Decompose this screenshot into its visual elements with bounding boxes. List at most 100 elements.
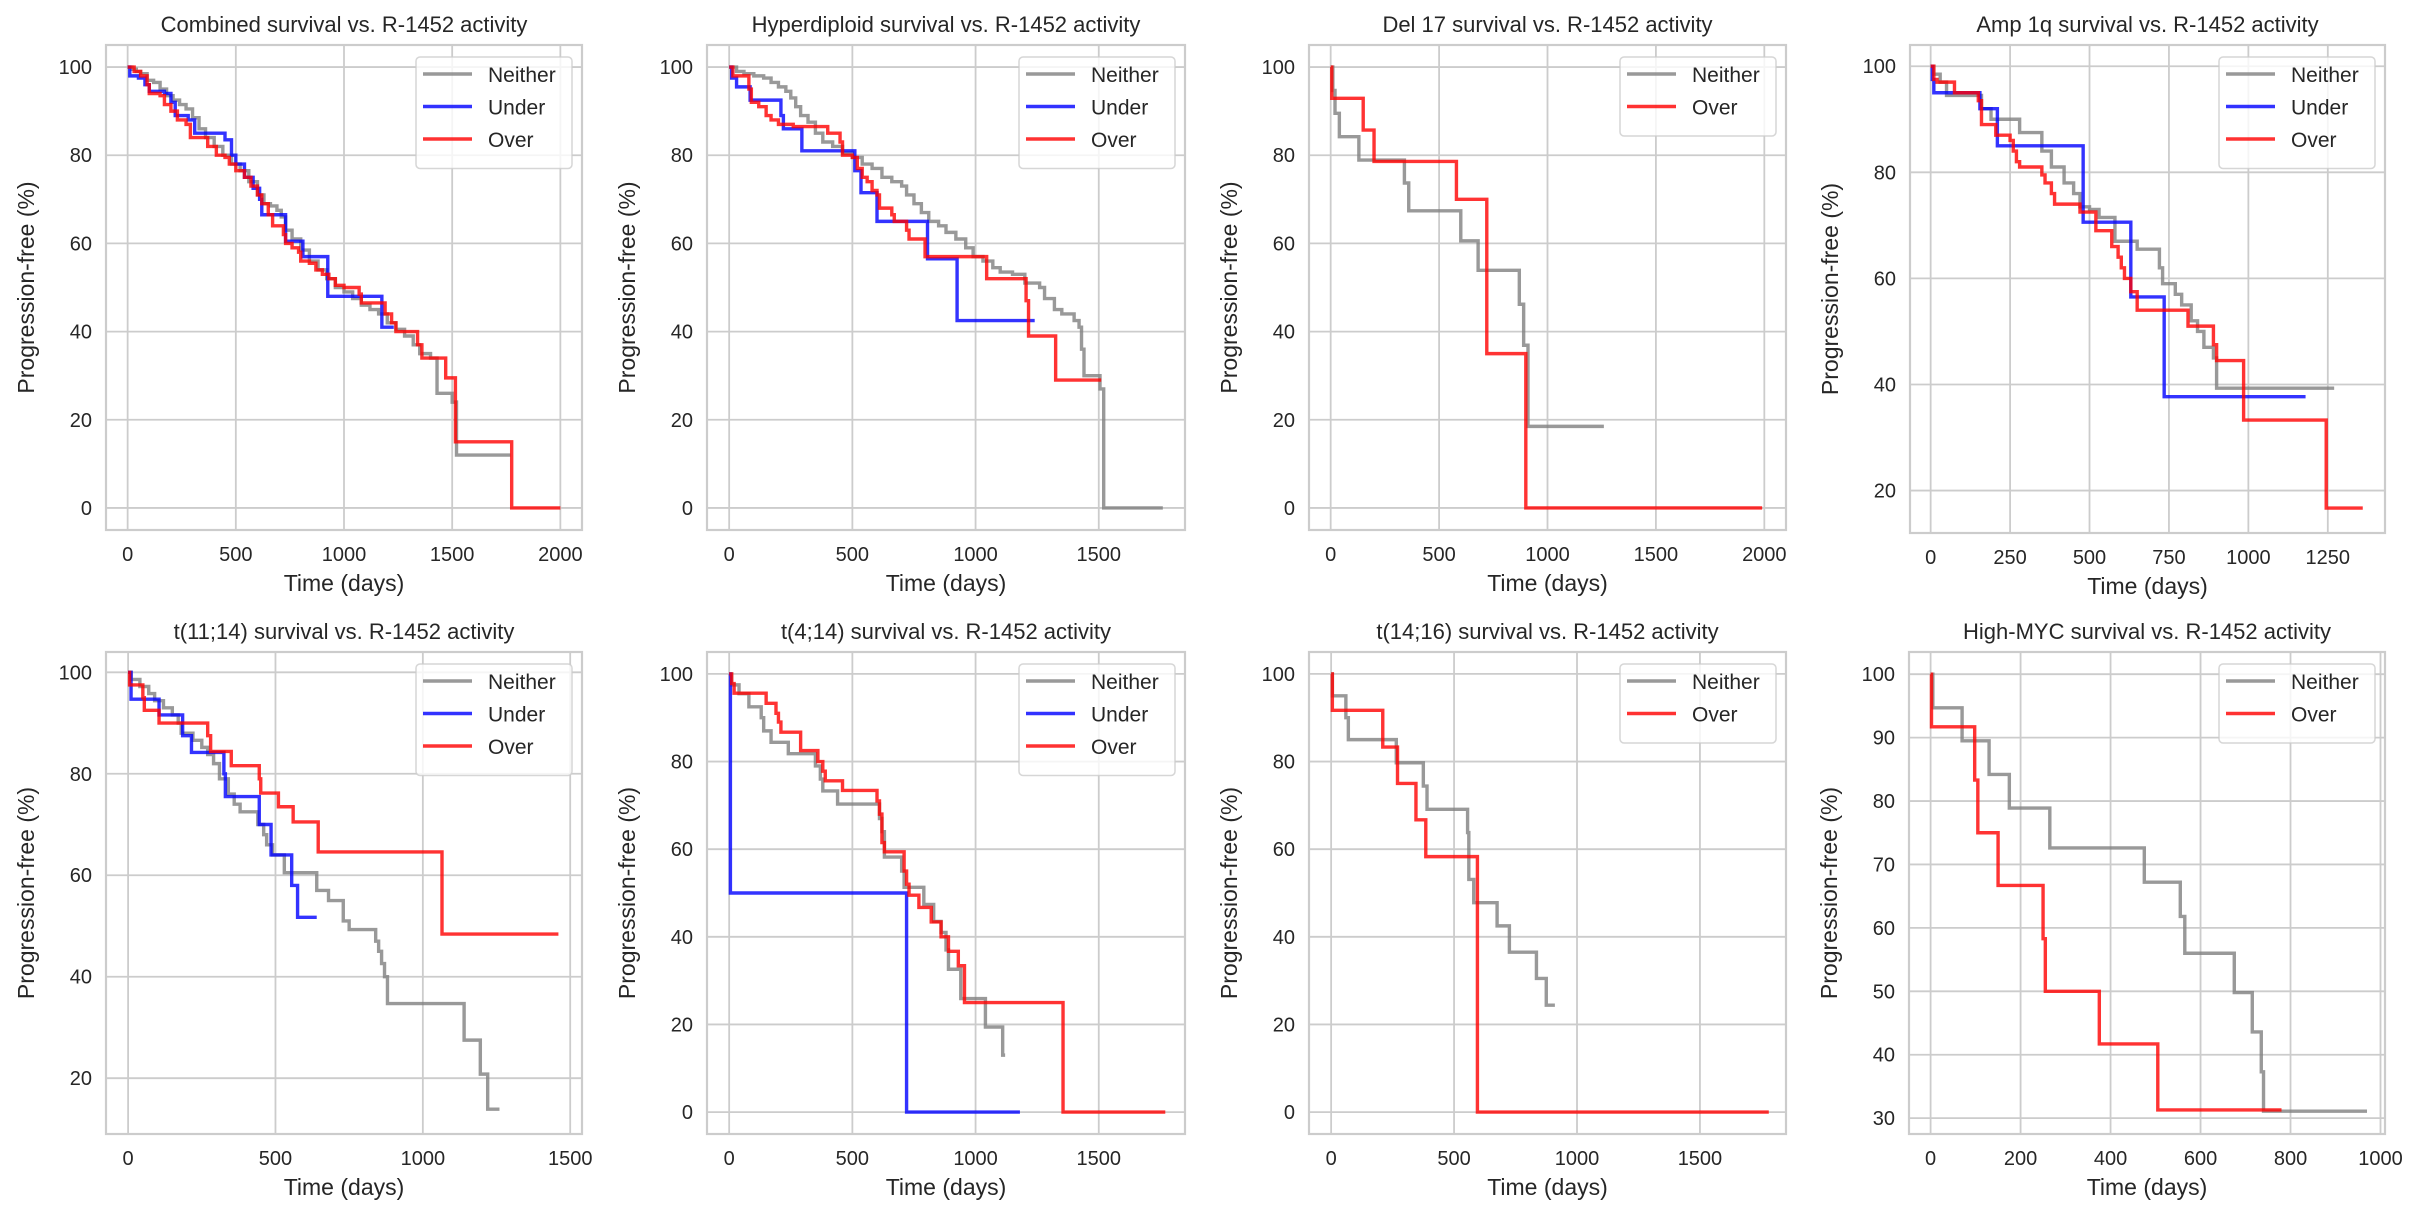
legend-label-over: Over bbox=[1091, 736, 1137, 759]
y-axis-label: Progression-free (%) bbox=[1816, 787, 1842, 999]
legend-label-neither: Neither bbox=[1091, 671, 1159, 694]
axes-frame bbox=[705, 43, 1187, 532]
x-tick-label: 0 bbox=[724, 1148, 735, 1170]
y-tick-label: 40 bbox=[70, 322, 92, 344]
legend-label-under: Under bbox=[488, 704, 545, 727]
x-tick-label: 1500 bbox=[430, 544, 475, 566]
x-tick-label: 1500 bbox=[1634, 544, 1679, 566]
y-tick-label: 50 bbox=[1873, 981, 1895, 1003]
y-tick-label: 0 bbox=[81, 498, 92, 520]
series-line-over bbox=[1930, 64, 2363, 510]
y-tick-label: 40 bbox=[671, 927, 693, 949]
y-tick-label: 0 bbox=[1284, 498, 1295, 520]
y-tick-label: 60 bbox=[70, 233, 92, 255]
x-tick-label: 1000 bbox=[953, 544, 998, 566]
x-tick-label: 750 bbox=[2152, 547, 2185, 569]
chart-title: t(4;14) survival vs. R-1452 activity bbox=[781, 619, 1111, 644]
y-tick-label: 20 bbox=[1874, 481, 1896, 503]
x-tick-label: 200 bbox=[2004, 1148, 2037, 1170]
y-tick-label: 80 bbox=[1874, 162, 1896, 184]
y-tick-label: 80 bbox=[70, 145, 92, 167]
x-tick-label: 0 bbox=[1925, 547, 1936, 569]
y-tick-label: 20 bbox=[671, 1014, 693, 1036]
x-axis-label: Time (days) bbox=[284, 1174, 405, 1200]
y-axis-label: Progression-free (%) bbox=[1216, 181, 1242, 393]
x-tick-label: 250 bbox=[1993, 547, 2026, 569]
legend-label-neither: Neither bbox=[488, 671, 556, 694]
x-tick-label: 500 bbox=[259, 1148, 292, 1170]
y-tick-label: 60 bbox=[1873, 918, 1895, 940]
y-tick-label: 100 bbox=[1262, 664, 1295, 686]
chart-title: Amp 1q survival vs. R-1452 activity bbox=[1976, 12, 2318, 37]
chart-panel-5: 0 500 1000 1500 20 40 60 80 100 t(11;14) survival… bbox=[13, 619, 592, 1200]
legend-box bbox=[2218, 663, 2376, 744]
x-tick-label: 500 bbox=[219, 544, 252, 566]
series-line-over bbox=[127, 670, 559, 936]
chart-panel-7: 0 500 1000 1500 0 20 40 60 80 100 t(14;16) surviva… bbox=[1216, 619, 1788, 1200]
chart-panel-1: 0 500 1000 1500 2000 0 20 40 60 80 100 Combined sur… bbox=[13, 12, 584, 596]
chart-panel-3: 0 500 1000 1500 2000 0 20 40 60 80 100 Del 17 survi… bbox=[1216, 12, 1788, 596]
x-tick-label: 1500 bbox=[548, 1148, 593, 1170]
chart-title: High-MYC survival vs. R-1452 activity bbox=[1963, 619, 2331, 644]
legend-label-under: Under bbox=[1091, 704, 1148, 727]
y-tick-label: 80 bbox=[1273, 752, 1295, 774]
x-tick-label: 0 bbox=[724, 544, 735, 566]
y-axis-label: Progression-free (%) bbox=[13, 787, 39, 999]
y-tick-label: 100 bbox=[1863, 56, 1896, 78]
legend: Neither Over bbox=[1619, 56, 1777, 137]
axes-frame bbox=[1307, 43, 1788, 532]
x-tick-label: 500 bbox=[836, 544, 869, 566]
x-axis-label: Time (days) bbox=[886, 570, 1007, 596]
legend: Neither Under Over bbox=[415, 56, 573, 170]
x-tick-label: 1000 bbox=[1525, 544, 1570, 566]
x-tick-label: 2000 bbox=[1742, 544, 1787, 566]
y-tick-label: 60 bbox=[1273, 233, 1295, 255]
x-tick-label: 2000 bbox=[538, 544, 583, 566]
y-tick-label: 60 bbox=[1273, 839, 1295, 861]
x-tick-label: 1000 bbox=[401, 1148, 446, 1170]
x-axis-label: Time (days) bbox=[2087, 1174, 2208, 1200]
axes-frame bbox=[1307, 650, 1788, 1136]
axes-frame bbox=[104, 650, 584, 1136]
y-tick-label: 0 bbox=[682, 498, 693, 520]
y-tick-label: 60 bbox=[671, 839, 693, 861]
axes-frame bbox=[1908, 43, 2387, 535]
legend: Neither Over bbox=[2218, 663, 2376, 744]
y-tick-label: 20 bbox=[1273, 410, 1295, 432]
legend-label-under: Under bbox=[1091, 97, 1148, 120]
y-tick-label: 80 bbox=[671, 145, 693, 167]
axes-frame bbox=[104, 43, 584, 532]
y-tick-label: 100 bbox=[59, 57, 92, 79]
chart-title: Del 17 survival vs. R-1452 activity bbox=[1382, 12, 1712, 37]
chart-panel-8: 0 200 400 600 800 1000 30 40 50 60 70 80 90 100 High-M… bbox=[1816, 619, 2403, 1200]
legend: Neither Under Over bbox=[1018, 663, 1176, 777]
y-tick-label: 40 bbox=[1273, 322, 1295, 344]
x-tick-label: 1250 bbox=[2306, 547, 2351, 569]
y-tick-label: 0 bbox=[1284, 1102, 1295, 1124]
x-axis-label: Time (days) bbox=[1487, 570, 1608, 596]
x-tick-label: 500 bbox=[836, 1148, 869, 1170]
legend-label-neither: Neither bbox=[1692, 64, 1760, 87]
legend: Neither Under Over bbox=[1018, 56, 1176, 170]
y-tick-label: 40 bbox=[1874, 374, 1896, 396]
series-line-under bbox=[1930, 64, 2306, 399]
legend-label-over: Over bbox=[488, 736, 534, 759]
x-tick-label: 1500 bbox=[1678, 1148, 1723, 1170]
legend-label-under: Under bbox=[488, 97, 545, 120]
y-axis-label: Progression-free (%) bbox=[1216, 787, 1242, 999]
x-tick-label: 1500 bbox=[1077, 1148, 1122, 1170]
y-tick-label: 20 bbox=[70, 410, 92, 432]
x-tick-label: 0 bbox=[123, 1148, 134, 1170]
y-tick-label: 40 bbox=[1273, 927, 1295, 949]
legend-label-over: Over bbox=[1692, 704, 1738, 727]
y-axis-label: Progression-free (%) bbox=[1817, 183, 1843, 395]
chart-title: t(11;14) survival vs. R-1452 activity bbox=[174, 619, 515, 644]
x-axis-label: Time (days) bbox=[2087, 573, 2208, 599]
x-tick-label: 400 bbox=[2094, 1148, 2127, 1170]
x-tick-label: 500 bbox=[1422, 544, 1455, 566]
x-axis-label: Time (days) bbox=[1487, 1174, 1608, 1200]
y-tick-label: 100 bbox=[660, 664, 693, 686]
y-tick-label: 70 bbox=[1873, 854, 1895, 876]
